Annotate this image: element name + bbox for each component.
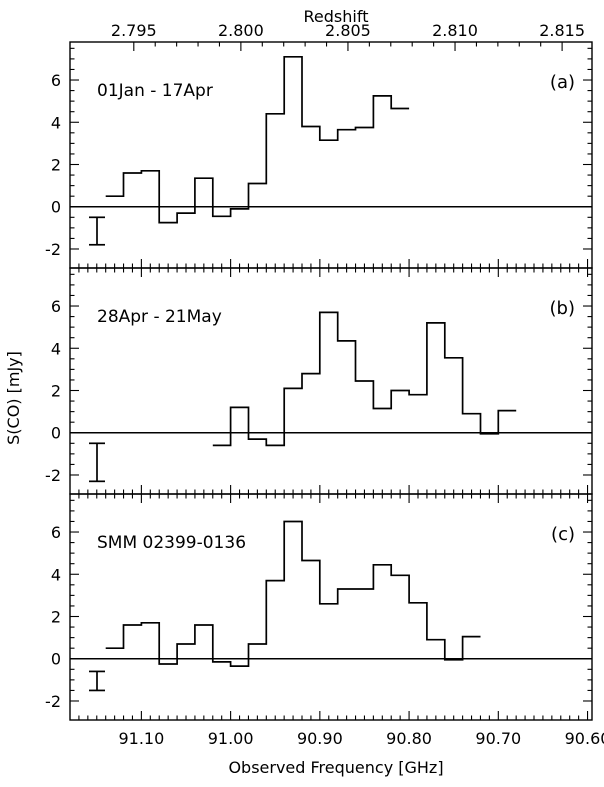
panel-c-tag: (c) — [551, 524, 575, 545]
panel-c-y-tick-label: 0 — [51, 650, 61, 669]
x-tick-label: 90.60 — [565, 729, 604, 748]
panel-a-y-tick-label: 6 — [51, 71, 61, 90]
x-axis-title: Observed Frequency [GHz] — [228, 758, 443, 777]
panel-b-label: 28Apr - 21May — [97, 307, 222, 327]
top-axis-tick-label: 2.795 — [111, 21, 157, 40]
panel-a-tag: (a) — [550, 72, 575, 93]
panel-a-y-tick-label: 4 — [51, 113, 61, 132]
panel-a-label: 01Jan - 17Apr — [97, 81, 213, 101]
y-axis-title: S(CO) [mJy] — [4, 351, 23, 445]
top-axis-tick-label: 2.815 — [539, 21, 585, 40]
panel-b-y-tick-label: 2 — [51, 382, 61, 401]
panel-c-y-tick-label: 4 — [51, 565, 61, 584]
x-tick-label: 90.90 — [297, 729, 343, 748]
panel-c-spectrum — [105, 520, 481, 667]
panel-b-spectrum — [212, 311, 517, 447]
top-axis-tick-label: 2.800 — [218, 21, 264, 40]
panel-c-y-tick-label: 6 — [51, 523, 61, 542]
panel-c-y-tick-label: -2 — [45, 692, 61, 711]
panel-a-frame — [69, 41, 593, 269]
panel-b-y-tick-label: 6 — [51, 297, 61, 316]
panel-a-spectrum — [105, 55, 410, 224]
panel-a-y-tick-label: 2 — [51, 156, 61, 175]
top-axis-title: Redshift — [304, 7, 369, 26]
x-tick-label: 91.10 — [118, 729, 164, 748]
panel-c-y-tick-label: 2 — [51, 608, 61, 627]
x-tick-label: 91.00 — [208, 729, 254, 748]
panel-a-y-tick-label: 0 — [51, 198, 61, 217]
panel-a-y-tick-label: -2 — [45, 240, 61, 259]
x-tick-label: 90.80 — [386, 729, 432, 748]
panel-c-frame — [69, 493, 593, 721]
top-axis-tick-label: 2.810 — [432, 21, 478, 40]
top-axis-tick-label: 2.805 — [325, 21, 371, 40]
panel-b-frame — [69, 267, 593, 495]
x-tick-label: 90.70 — [475, 729, 521, 748]
panel-b-y-tick-label: 4 — [51, 339, 61, 358]
panel-b-y-tick-label: -2 — [45, 466, 61, 485]
panel-b-y-tick-label: 0 — [51, 424, 61, 443]
panel-b-tag: (b) — [550, 298, 575, 319]
panel-c-label: SMM 02399-0136 — [97, 533, 246, 553]
